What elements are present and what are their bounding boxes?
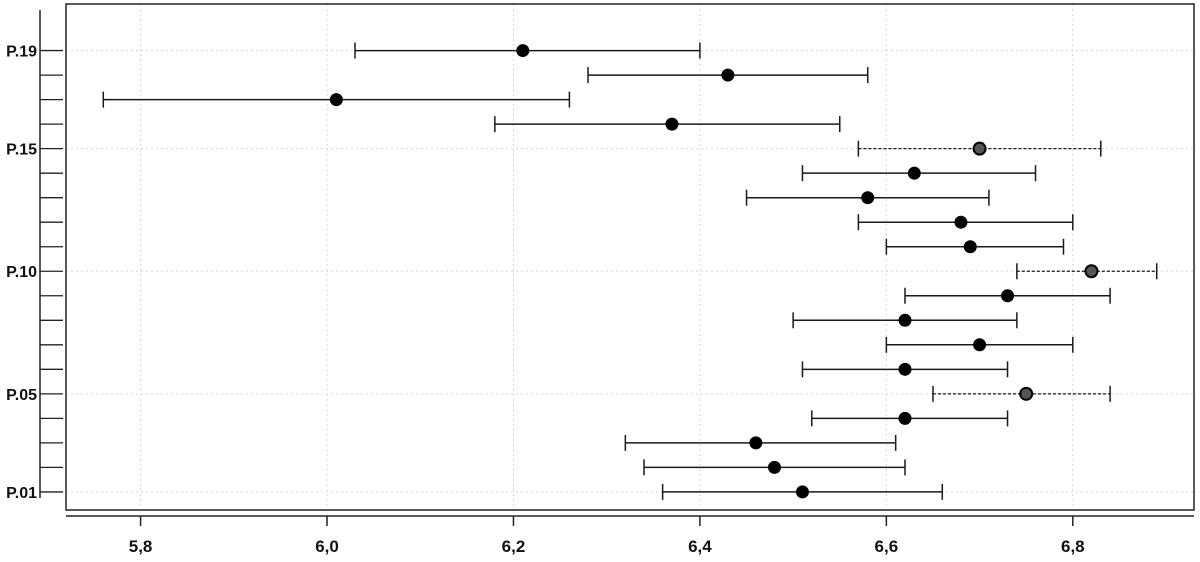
mean-marker	[907, 166, 921, 180]
y-tick-label: P.05	[6, 387, 37, 404]
error-bar-row	[792, 312, 1018, 329]
error-bar-row	[885, 238, 1065, 255]
mean-marker	[954, 215, 968, 229]
error-bar-row	[643, 459, 906, 476]
error-bar-row	[102, 91, 571, 108]
y-tick-label: P.10	[6, 264, 37, 281]
error-bar-row	[745, 189, 990, 206]
grid-lines	[66, 4, 1194, 510]
x-axis: 5,8 6,0 6,2 6,4 6,6 6,8	[66, 515, 1194, 556]
mean-marker	[861, 191, 875, 205]
mean-marker	[329, 93, 343, 107]
x-tick-label: 6,4	[688, 537, 712, 556]
error-bar-row	[801, 165, 1037, 182]
error-bar-row	[587, 67, 869, 84]
y-tick-label: P.01	[6, 485, 37, 502]
error-bar-row	[801, 361, 1009, 378]
error-bar-row	[494, 116, 841, 133]
mean-marker	[1019, 386, 1034, 401]
error-bar-row	[857, 214, 1074, 231]
error-bars	[102, 42, 1158, 500]
error-bar-row	[354, 42, 701, 59]
error-bar-row	[811, 410, 1009, 427]
mean-marker	[795, 485, 809, 499]
mean-marker	[898, 313, 912, 327]
y-tick-label: P.19	[6, 44, 37, 61]
x-tick-label: 6,6	[875, 537, 899, 556]
error-bar-row	[932, 385, 1111, 402]
error-bar-row	[624, 434, 897, 451]
mean-marker	[898, 362, 912, 376]
mean-marker	[973, 338, 987, 352]
mean-marker	[721, 68, 735, 82]
mean-marker	[1001, 289, 1015, 303]
mean-marker	[963, 240, 977, 254]
error-bar-row	[1016, 263, 1158, 280]
x-tick-label: 6,0	[315, 537, 339, 556]
mean-marker	[972, 141, 987, 156]
mean-marker	[516, 44, 530, 58]
x-tick-label: 6,8	[1061, 537, 1085, 556]
mean-marker	[767, 460, 781, 474]
mean-marker	[1084, 264, 1099, 279]
x-tick-label: 5,8	[129, 537, 153, 556]
y-tick-label: P.15	[6, 142, 37, 159]
error-bar-row	[857, 140, 1102, 157]
plot-frame	[65, 3, 1195, 511]
y-axis: P.01 P.05 P.10 P.15 P.19	[6, 10, 63, 502]
x-tick-label: 6,2	[502, 537, 526, 556]
mean-marker	[898, 411, 912, 425]
error-bar-row	[904, 287, 1111, 304]
mean-marker	[665, 117, 679, 131]
mean-marker	[749, 436, 763, 450]
error-bar-row	[885, 336, 1074, 353]
error-bar-row	[661, 483, 944, 500]
